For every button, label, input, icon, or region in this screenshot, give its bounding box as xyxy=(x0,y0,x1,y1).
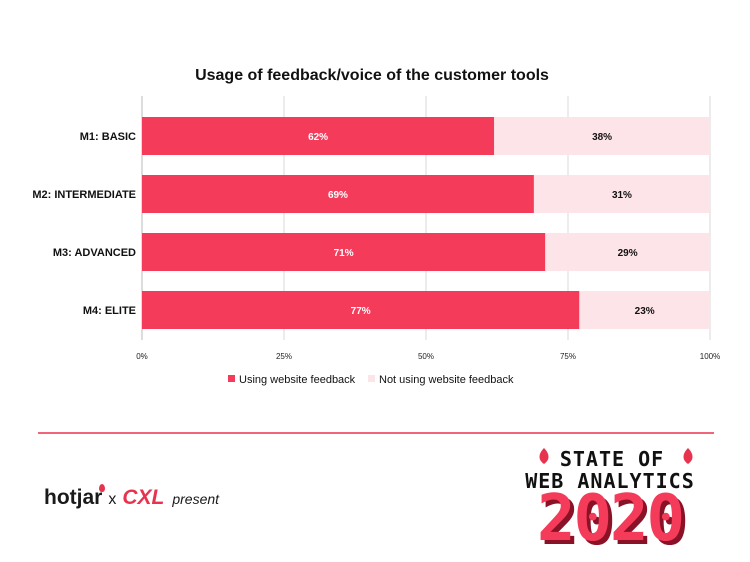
x-tick-label: 0% xyxy=(136,352,148,361)
x-tick-label: 50% xyxy=(418,352,434,361)
legend-label: Using website feedback xyxy=(239,374,356,386)
flame-icon-left xyxy=(539,448,549,464)
x-tick-label: 75% xyxy=(560,352,576,361)
bar-using xyxy=(142,175,534,213)
brand-separator: x xyxy=(108,491,117,508)
label-group: 0% 25% 50% 75% 100% M1: BASIC 62% 38% M2: INTERM… xyxy=(32,131,720,361)
category-label: M1: BASIC xyxy=(80,131,136,143)
category-label: M2: INTERMEDIATE xyxy=(32,189,136,201)
hotjar-logo: hotjar xyxy=(44,484,106,510)
category-label: M4: ELITE xyxy=(83,305,136,317)
flame-icon-right xyxy=(683,448,693,464)
bar-not-using xyxy=(545,233,710,271)
category-label: M3: ADVANCED xyxy=(53,247,136,259)
bar-using xyxy=(142,291,580,329)
data-label: 69% xyxy=(328,190,348,201)
flame-icon xyxy=(99,484,106,492)
x-tick-label: 25% xyxy=(276,352,292,361)
brand-present-text: present xyxy=(172,491,220,507)
legend-swatch xyxy=(368,375,375,382)
chart-legend: Using website feedback Not using website … xyxy=(228,374,514,386)
data-label: 29% xyxy=(618,248,638,259)
badge-line-state-of: STATE OF xyxy=(560,447,664,471)
chart-title: Usage of feedback/voice of the customer … xyxy=(195,67,549,84)
badge-line-web-analytics: WEB ANALYTICS xyxy=(525,469,695,493)
bar-group xyxy=(142,117,710,329)
state-of-web-analytics-badge: STATE OF WEB ANALYTICS 2020 2020 xyxy=(525,447,695,550)
x-tick-label: 100% xyxy=(700,352,720,361)
footer-divider xyxy=(38,432,714,434)
badge-year: 2020 xyxy=(537,482,683,550)
bar-using xyxy=(142,117,495,155)
badge-year-shadow: 2020 xyxy=(541,486,687,550)
cxl-logo: CXL xyxy=(122,486,165,509)
data-label: 31% xyxy=(612,190,632,201)
legend-swatch xyxy=(228,375,235,382)
hotjar-wordmark: hotjar xyxy=(44,486,103,509)
bar-not-using xyxy=(579,291,710,329)
data-label: 62% xyxy=(308,132,328,143)
feedback-usage-chart: Usage of feedback/voice of the customer … xyxy=(32,67,720,386)
data-label: 38% xyxy=(592,132,612,143)
brand-lockup: hotjar x CXL present xyxy=(44,484,220,510)
legend-label: Not using website feedback xyxy=(379,374,514,386)
data-label: 23% xyxy=(635,306,655,317)
bar-not-using xyxy=(494,117,710,155)
bar-not-using xyxy=(533,175,710,213)
data-label: 77% xyxy=(351,306,371,317)
data-label: 71% xyxy=(334,248,354,259)
bar-using xyxy=(142,233,546,271)
